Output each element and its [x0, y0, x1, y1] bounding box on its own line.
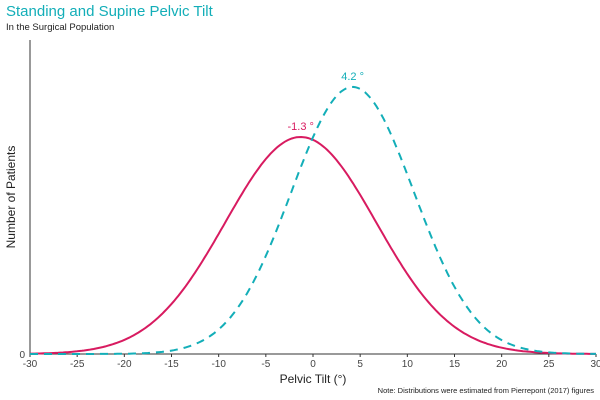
peak-label-1: 4.2 ° [341, 71, 364, 83]
chart-subtitle: In the Surgical Population [6, 22, 115, 33]
x-tick-label: 5 [357, 359, 363, 370]
y-tick-label: 0 [19, 350, 25, 361]
y-axis-label: Number of Patients [4, 146, 18, 249]
x-tick-label: -10 [211, 359, 226, 370]
x-tick-label: -15 [164, 359, 179, 370]
series-curve-1 [30, 85, 596, 355]
x-tick-label: 20 [496, 359, 508, 370]
chart-title: Standing and Supine Pelvic Tilt [6, 3, 213, 20]
x-tick-label: -5 [261, 359, 270, 370]
footnote: Note: Distributions were estimated from … [377, 386, 594, 395]
x-tick-label: -30 [23, 359, 38, 370]
peak-label-0: -1.3 ° [288, 121, 314, 133]
x-tick-label: -20 [117, 359, 132, 370]
x-tick-label: 25 [543, 359, 555, 370]
x-tick-label: 15 [449, 359, 461, 370]
x-tick-label: 0 [310, 359, 316, 370]
x-tick-label: 30 [590, 359, 600, 370]
x-tick-label: 10 [402, 359, 414, 370]
series-curve-0 [29, 135, 596, 355]
x-axis-label: Pelvic Tilt (°) [280, 372, 347, 386]
x-tick-label: -25 [70, 359, 85, 370]
